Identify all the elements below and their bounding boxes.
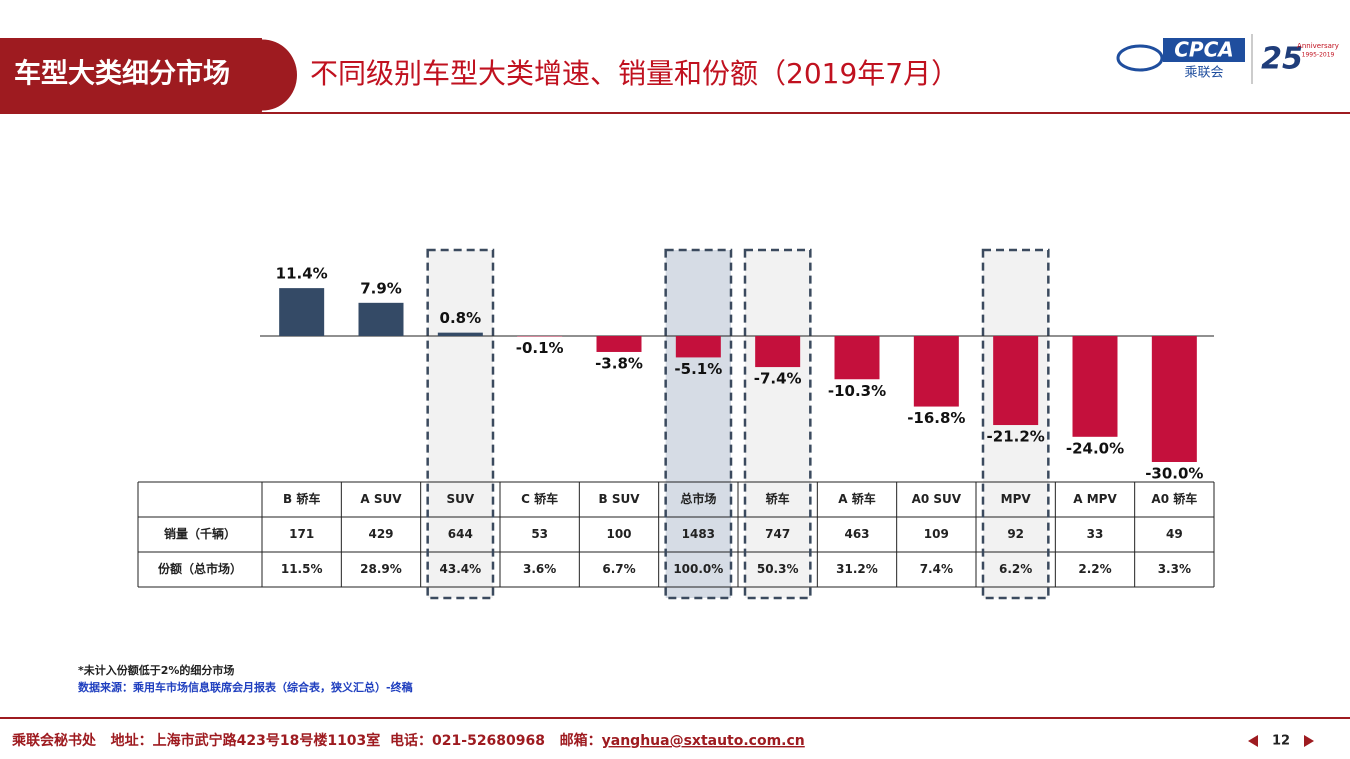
table-cell: 109 [924, 527, 949, 541]
badge-edge [261, 36, 301, 114]
column-header: A0 SUV [912, 492, 962, 506]
logo-box [1163, 38, 1245, 62]
logo-anniversary: Anniversary [1297, 42, 1339, 50]
column-header: A0 轿车 [1151, 491, 1197, 506]
value-label: -16.8% [907, 409, 965, 427]
section-title: 车型大类细分市场 [14, 58, 230, 90]
highlight-fill [427, 250, 493, 598]
table-cell: 11.5% [281, 562, 323, 576]
bar [437, 332, 483, 336]
column-header: A MPV [1073, 492, 1117, 506]
bar [1072, 336, 1118, 437]
row-label: 份额（总市场） [158, 561, 242, 576]
column-header: SUV [446, 492, 474, 506]
column-header: 总市场 [680, 491, 716, 506]
column-header: C 轿车 [521, 491, 558, 506]
highlight-frame [426, 248, 495, 600]
column-header: A SUV [360, 492, 402, 506]
highlight-frame [743, 248, 812, 600]
value-label: -3.8% [595, 354, 643, 372]
slide-title: 不同级别车型大类增速、销量和份额（2019年7月） [310, 57, 959, 90]
table-cell: 3.6% [523, 562, 556, 576]
row-label: 销量（千辆） [164, 526, 236, 541]
prev-arrow[interactable] [1248, 735, 1258, 747]
table-cell: 50.3% [757, 562, 799, 576]
section-badge [0, 38, 297, 112]
footer-address: 乘联会秘书处 地址：上海市武宁路423号18号楼1103室 电话：021-526… [11, 732, 602, 749]
table-cell: 92 [1007, 527, 1024, 541]
table-cell: 429 [368, 527, 393, 541]
table-cell: 100.0% [673, 562, 723, 576]
value-label: -21.2% [987, 428, 1045, 446]
table-cell: 53 [531, 527, 548, 541]
value-label: -0.1% [516, 339, 564, 357]
bar [834, 336, 880, 380]
value-label: 7.9% [360, 279, 402, 297]
table-cell: 3.3% [1158, 562, 1191, 576]
logo-org: CPCA [1174, 38, 1234, 62]
note: *未计入份额低于2%的细分市场 [78, 663, 234, 677]
highlight-fill [665, 250, 731, 598]
table-cell: 7.4% [920, 562, 953, 576]
page-number: 12 [1272, 734, 1290, 749]
table-cell: 28.9% [360, 562, 402, 576]
value-label: -5.1% [674, 360, 722, 378]
logo-ring [1116, 44, 1164, 72]
table-cell: 2.2% [1078, 562, 1111, 576]
highlight-fill [745, 250, 811, 598]
table-cell: 1483 [682, 527, 715, 541]
column-header: MPV [1001, 492, 1032, 506]
bar [596, 336, 642, 352]
table-cell: 31.2% [836, 562, 878, 576]
bar [1151, 336, 1197, 462]
column-header: B SUV [599, 492, 641, 506]
bar [675, 336, 721, 358]
logo-25: 25 [1261, 42, 1303, 77]
footer-email[interactable]: yanghua@sxtauto.com.cn [602, 733, 805, 749]
highlight-frame [981, 248, 1050, 600]
logo: CPCA 乘联会 25 Anniversary 1995-2019 [1116, 34, 1339, 84]
value-label: 11.4% [276, 265, 328, 283]
value-label: -7.4% [754, 370, 802, 388]
table-cell: 6.2% [999, 562, 1032, 576]
value-label: -30.0% [1145, 465, 1203, 483]
logo-years: 1995-2019 [1302, 52, 1335, 59]
bar [279, 288, 325, 336]
table-cell: 644 [448, 527, 473, 541]
column-header: A 轿车 [838, 491, 875, 506]
value-label: -24.0% [1066, 439, 1124, 457]
table-cell: 49 [1166, 527, 1183, 541]
bar [913, 336, 959, 407]
column-header: 轿车 [766, 491, 790, 506]
table-cell: 171 [289, 527, 314, 541]
next-arrow[interactable] [1304, 735, 1314, 747]
value-label: 0.8% [440, 309, 482, 327]
bar [755, 336, 801, 368]
table-cell: 747 [765, 527, 790, 541]
table-cell: 33 [1087, 527, 1104, 541]
table-cell: 463 [844, 527, 869, 541]
value-label: -10.3% [828, 382, 886, 400]
footer-text: 乘联会秘书处 地址：上海市武宁路423号18号楼1103室 电话：021-526… [11, 732, 805, 749]
highlight-frame [664, 248, 733, 600]
table-cell: 6.7% [602, 562, 635, 576]
column-header: B 轿车 [283, 491, 320, 506]
bar [358, 302, 404, 336]
table-cell: 100 [606, 527, 631, 541]
logo-org-cn: 乘联会 [1184, 66, 1223, 81]
source: 数据来源：乘用车市场信息联席会月报表（综合表，狭义汇总）-终稿 [78, 680, 413, 694]
bar [993, 336, 1039, 426]
table-cell: 43.4% [440, 562, 482, 576]
